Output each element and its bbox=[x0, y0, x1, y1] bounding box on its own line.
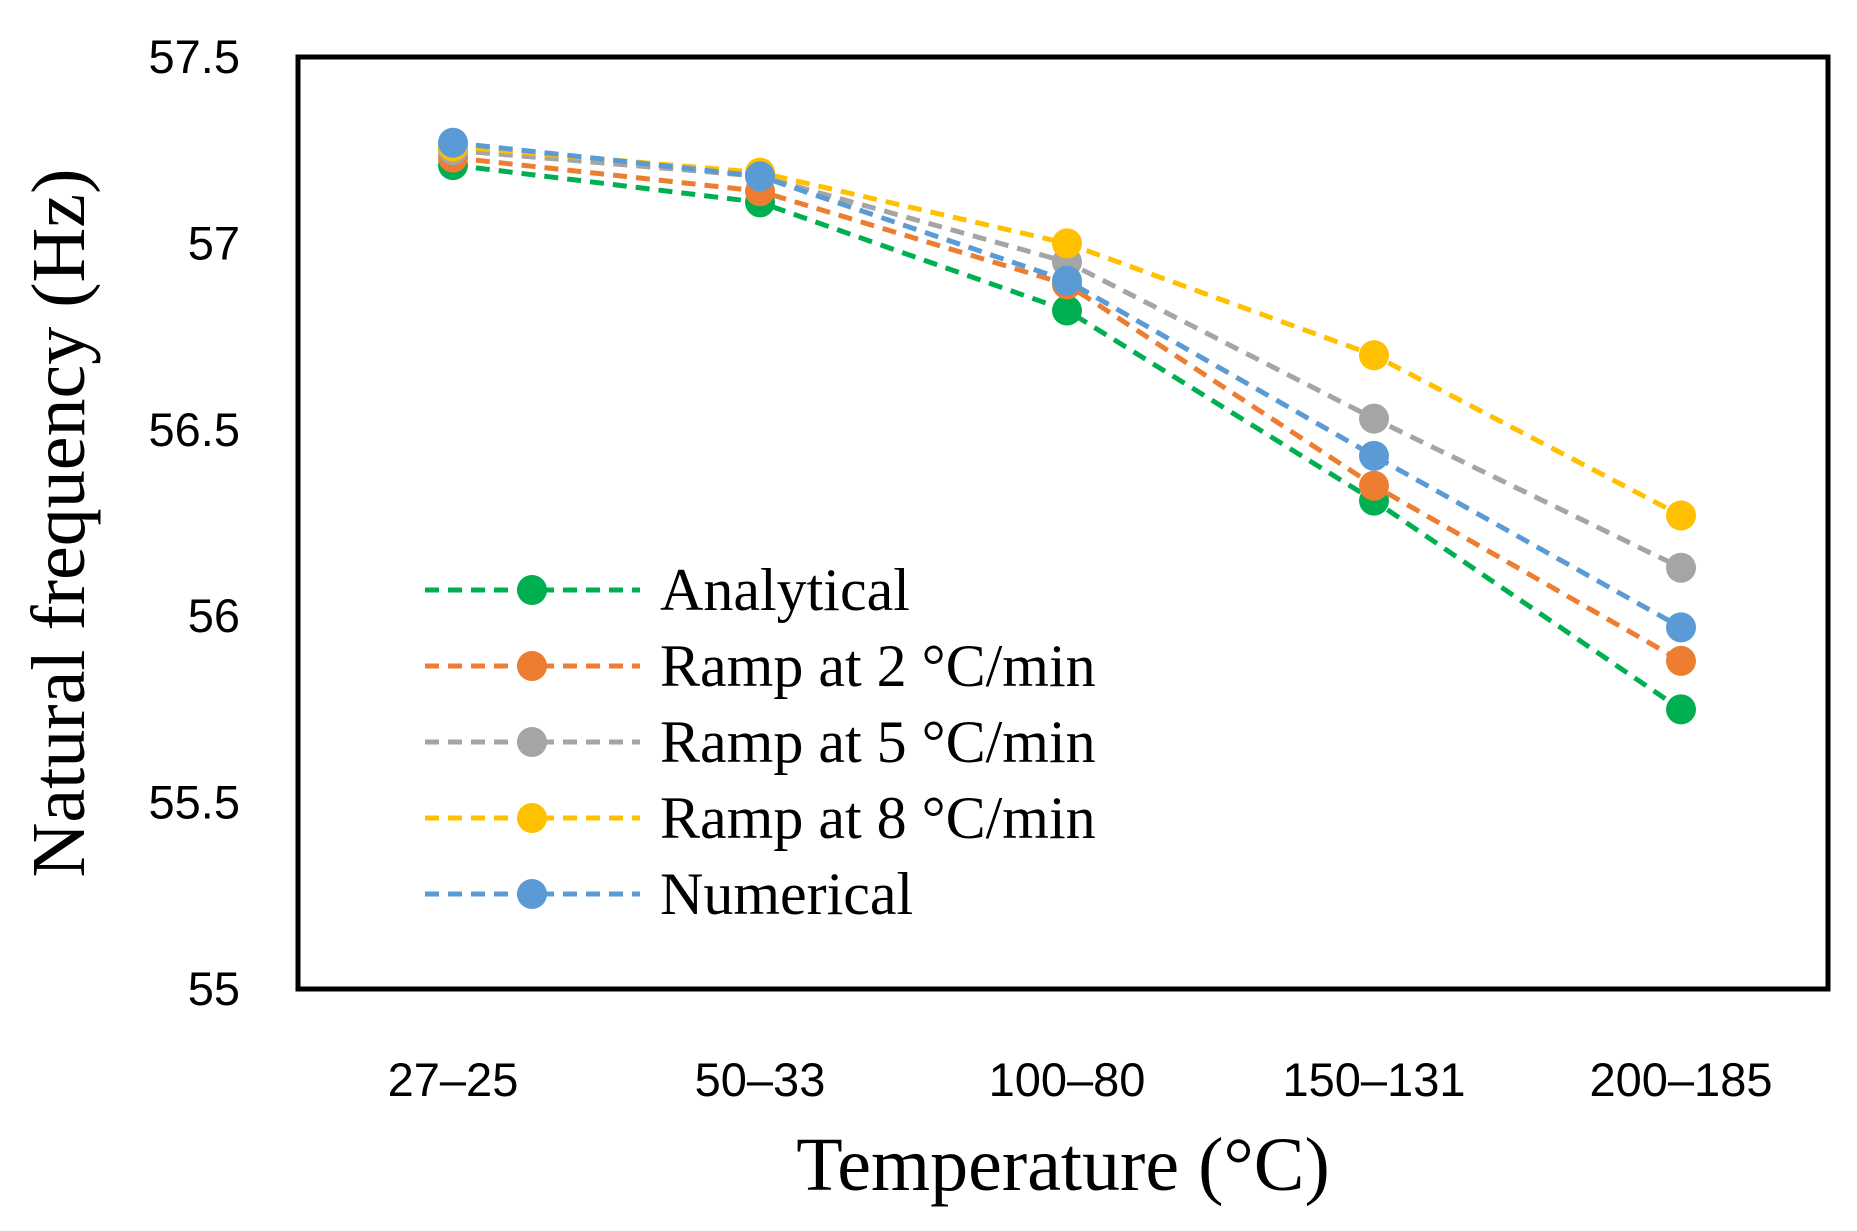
series-numerical bbox=[438, 127, 1696, 643]
data-point bbox=[438, 127, 468, 158]
data-point bbox=[1359, 403, 1389, 434]
data-point bbox=[1666, 612, 1696, 643]
data-point bbox=[1359, 340, 1389, 371]
legend-label: Numerical bbox=[660, 861, 913, 927]
data-point bbox=[745, 161, 775, 192]
data-point bbox=[1666, 552, 1696, 583]
x-tick-label: 27–25 bbox=[388, 1053, 519, 1106]
x-tick-label: 200–185 bbox=[1590, 1053, 1773, 1106]
legend-item: Numerical bbox=[425, 861, 913, 927]
y-tick-label: 56 bbox=[188, 589, 240, 642]
data-point bbox=[1666, 500, 1696, 531]
x-tick-label: 50–33 bbox=[695, 1053, 826, 1106]
data-point bbox=[1666, 694, 1696, 725]
y-tick-label: 57 bbox=[188, 216, 240, 269]
y-tick-label: 55 bbox=[188, 962, 240, 1015]
plot-area-border bbox=[295, 54, 1831, 992]
x-tick-label: 100–80 bbox=[989, 1053, 1146, 1106]
y-axis-title: Natural frequency (Hz) bbox=[17, 169, 101, 878]
x-tick-label: 150–131 bbox=[1283, 1053, 1466, 1106]
y-tick-label: 57.5 bbox=[149, 30, 240, 83]
legend-swatch-marker bbox=[517, 575, 547, 605]
y-tick-label: 55.5 bbox=[149, 776, 240, 829]
legend-item: Analytical bbox=[425, 557, 910, 623]
series-layer bbox=[438, 127, 1696, 725]
y-axis-tick-labels: 55 55.5 56 56.5 57 57.5 bbox=[149, 30, 240, 1015]
legend-swatch-marker bbox=[517, 727, 547, 757]
legend-swatch-marker bbox=[517, 803, 547, 833]
legend-label: Analytical bbox=[660, 557, 910, 623]
data-point bbox=[1052, 295, 1082, 326]
legend-item: Ramp at 8 °C/min bbox=[425, 785, 1096, 851]
legend-swatch-marker bbox=[517, 651, 547, 681]
x-axis-title: Temperature (°C) bbox=[796, 1123, 1330, 1207]
y-tick-label: 56.5 bbox=[149, 403, 240, 456]
data-point bbox=[1052, 265, 1082, 296]
legend-label: Ramp at 5 °C/min bbox=[660, 709, 1096, 775]
legend-swatch-marker bbox=[517, 879, 547, 909]
data-point bbox=[1052, 228, 1082, 259]
x-axis-tick-labels: 27–25 50–33 100–80 150–131 200–185 bbox=[388, 1053, 1773, 1106]
data-point bbox=[1666, 645, 1696, 676]
legend-label: Ramp at 2 °C/min bbox=[660, 633, 1096, 699]
legend-item: Ramp at 5 °C/min bbox=[425, 709, 1096, 775]
legend: Analytical Ramp at 2 °C/min Ramp at 5 °C/m… bbox=[425, 557, 1096, 927]
legend-label: Ramp at 8 °C/min bbox=[660, 785, 1096, 851]
data-point bbox=[1359, 440, 1389, 471]
data-point bbox=[1359, 470, 1389, 501]
legend-item: Ramp at 2 °C/min bbox=[425, 633, 1096, 699]
